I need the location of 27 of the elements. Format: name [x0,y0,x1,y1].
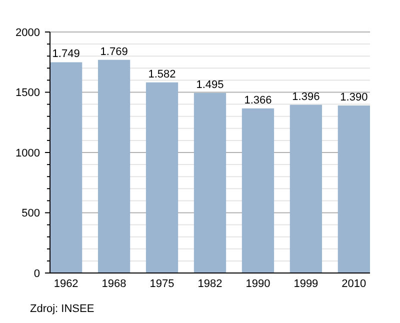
x-tick-label: 2010 [342,278,366,290]
data-label: 1.769 [100,46,128,58]
bar [146,82,178,273]
x-tick-label: 1975 [150,278,174,290]
x-tick-label: 1990 [246,278,270,290]
x-tick-label: 1999 [294,278,318,290]
bar [98,60,130,273]
x-tick-label: 1968 [102,278,126,290]
bar [194,92,226,273]
data-label: 1.390 [340,92,368,104]
data-label: 1.495 [196,78,224,91]
data-label: 1.396 [292,90,320,103]
bar [50,62,82,273]
data-label: 1.582 [148,68,176,80]
bar [338,106,370,273]
data-label: 1.366 [244,94,272,106]
y-tick-label: 2000 [16,26,40,39]
y-tick-label: 1500 [16,87,40,100]
data-label: 1.749 [52,48,80,60]
y-tick-label: 500 [22,208,40,220]
x-tick-label: 1962 [54,278,78,290]
x-tick-label: 1982 [198,278,222,290]
bar [290,104,322,273]
y-tick-label: 1000 [16,147,40,160]
bar [242,108,274,273]
text: Zdroj: INSEE [30,303,94,315]
y-tick-label: 0 [34,268,40,280]
